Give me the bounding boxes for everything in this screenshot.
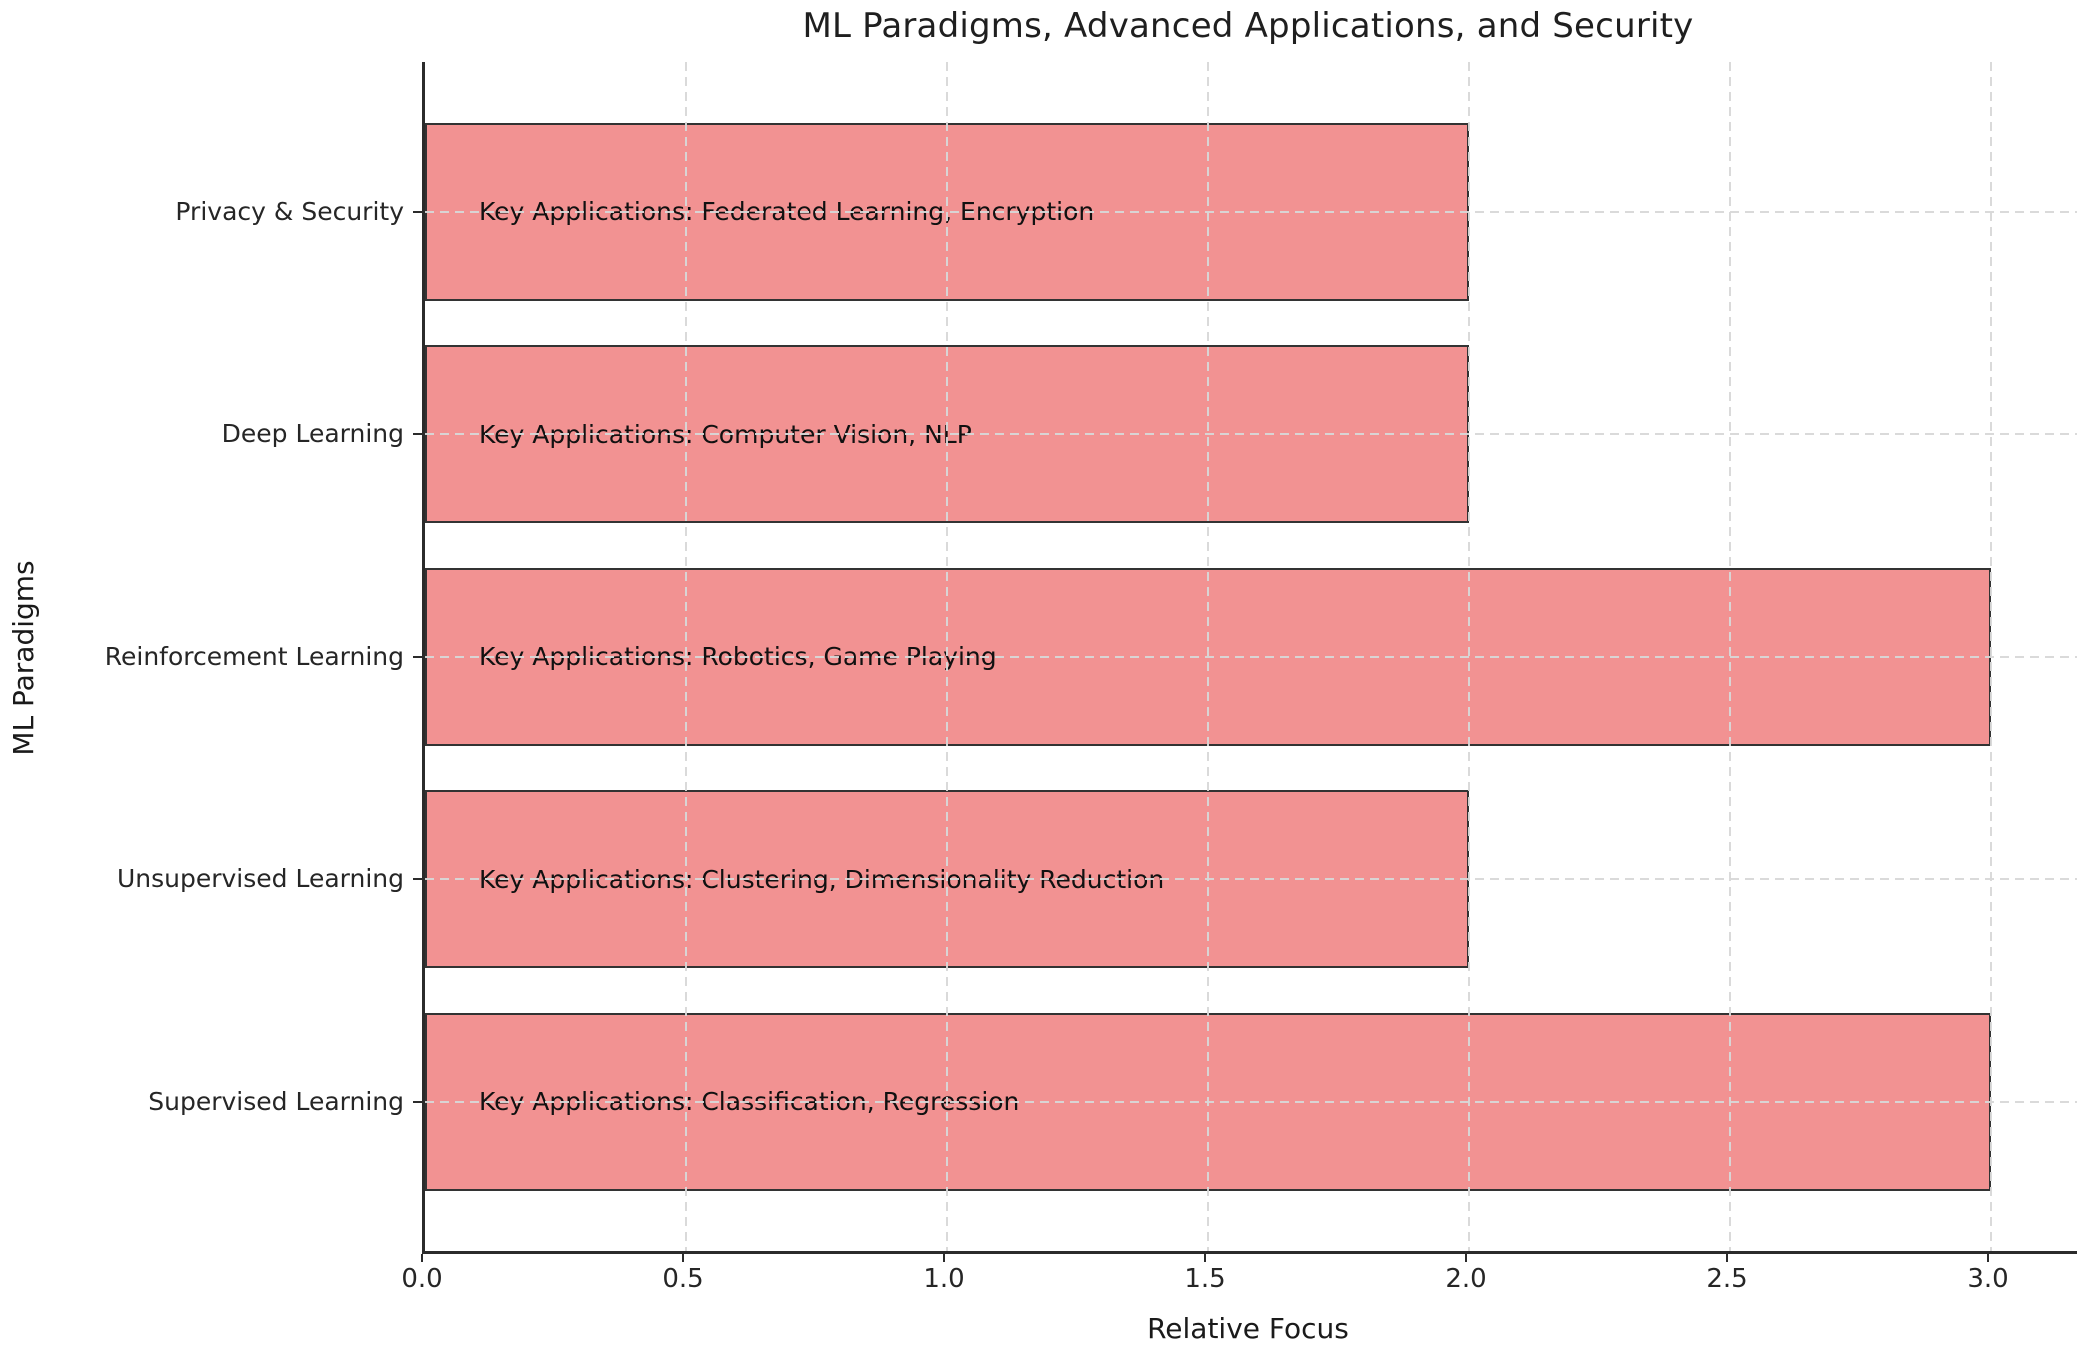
x-tick-mark bbox=[1465, 1254, 1467, 1262]
y-gridline bbox=[425, 878, 2077, 880]
y-gridline bbox=[425, 433, 2077, 435]
x-axis-label: Relative Focus bbox=[1147, 1312, 1349, 1345]
y-gridline bbox=[425, 655, 2077, 658]
y-category-label: Privacy & Security bbox=[175, 196, 404, 226]
y-category-label: Unsupervised Learning bbox=[116, 864, 404, 893]
x-tick-mark bbox=[682, 1254, 684, 1262]
y-tick-mark bbox=[413, 655, 422, 658]
x-tick-label: 1.5 bbox=[1184, 1264, 1226, 1294]
y-category-label: Deep Learning bbox=[221, 419, 404, 448]
x-tick-label: 0.5 bbox=[662, 1264, 704, 1294]
x-tick-mark bbox=[1987, 1254, 1989, 1262]
x-tick-label: 3.0 bbox=[1967, 1264, 2009, 1294]
y-category-label: Reinforcement Learning bbox=[104, 641, 404, 671]
y-category-label: Supervised Learning bbox=[148, 1086, 404, 1116]
x-tick-label: 2.0 bbox=[1445, 1264, 1487, 1294]
y-tick-mark bbox=[413, 1100, 422, 1103]
chart-title: ML Paradigms, Advanced Applications, and… bbox=[802, 6, 1694, 46]
y-tick-mark bbox=[413, 210, 422, 213]
x-tick-mark bbox=[1726, 1254, 1728, 1262]
x-tick-label: 0.0 bbox=[401, 1264, 443, 1294]
x-tick-mark bbox=[943, 1254, 945, 1262]
x-tick-mark bbox=[421, 1254, 423, 1262]
x-tick-mark bbox=[1204, 1254, 1206, 1262]
x-tick-label: 2.5 bbox=[1706, 1264, 1748, 1294]
y-gridline bbox=[425, 1100, 2077, 1103]
y-tick-mark bbox=[413, 433, 422, 435]
y-tick-mark bbox=[413, 878, 422, 880]
plot-area: Key Applications: Federated Learning, En… bbox=[422, 62, 2077, 1254]
y-gridline bbox=[425, 210, 2077, 213]
x-tick-label: 1.0 bbox=[923, 1264, 965, 1294]
